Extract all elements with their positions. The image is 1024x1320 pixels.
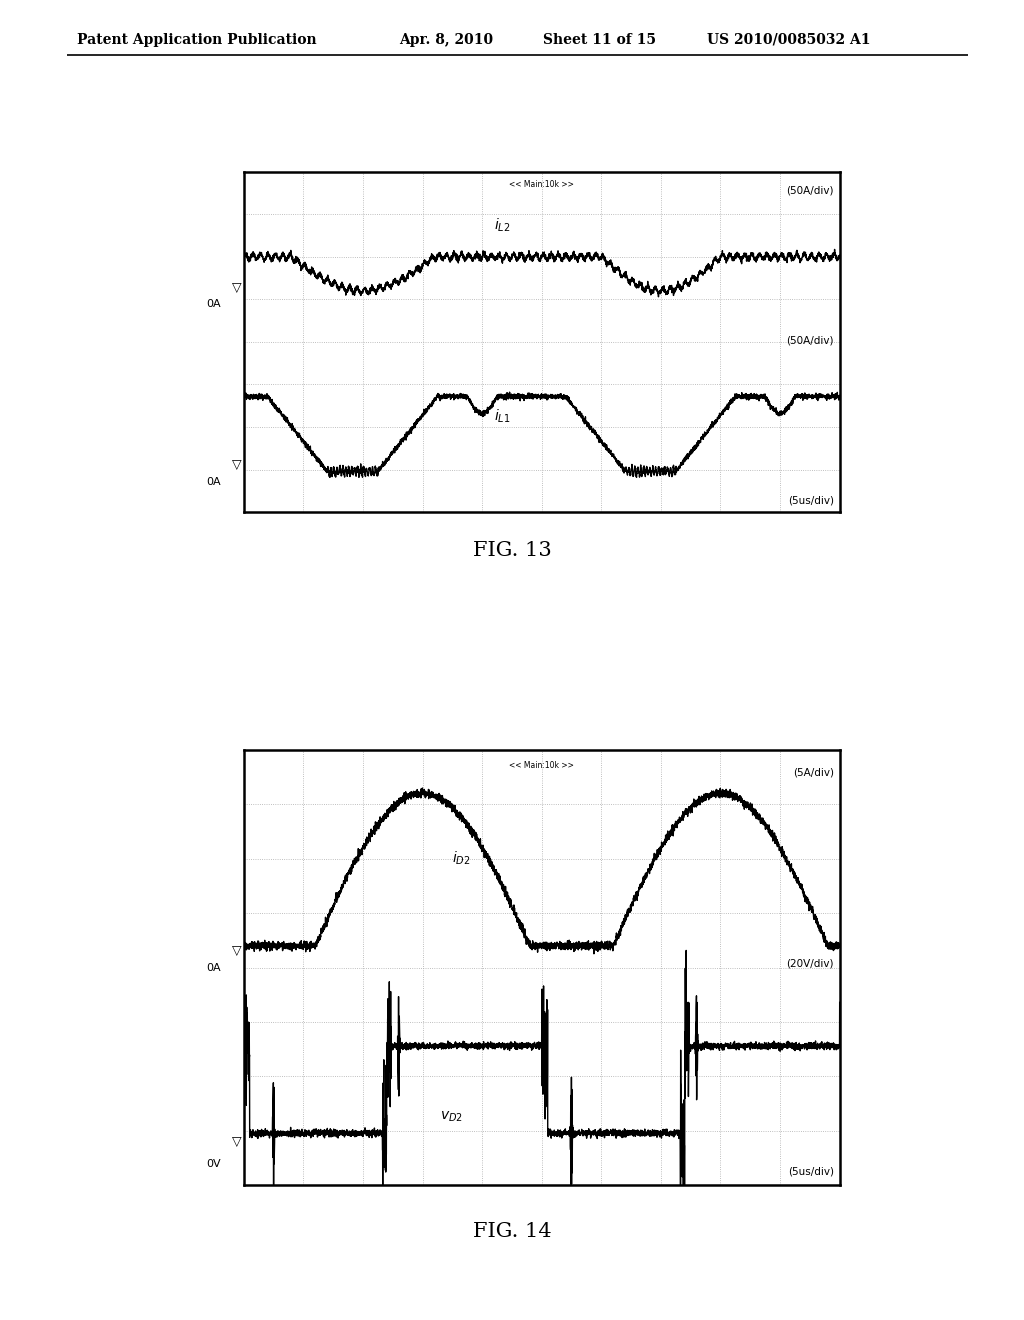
Text: << Main:10k >>: << Main:10k >> (509, 180, 574, 189)
Text: (5us/div): (5us/div) (787, 1167, 834, 1176)
Text: 0A: 0A (207, 477, 221, 487)
Text: (50A/div): (50A/div) (786, 335, 834, 345)
Text: ▽: ▽ (231, 1135, 242, 1148)
Text: US 2010/0085032 A1: US 2010/0085032 A1 (707, 33, 870, 46)
Text: ▽: ▽ (231, 458, 242, 471)
Text: Apr. 8, 2010: Apr. 8, 2010 (399, 33, 494, 46)
Text: 0A: 0A (207, 962, 221, 973)
Text: (5us/div): (5us/div) (787, 495, 834, 506)
Text: 0V: 0V (207, 1159, 221, 1168)
Text: FIG. 13: FIG. 13 (473, 541, 551, 560)
Text: Sheet 11 of 15: Sheet 11 of 15 (543, 33, 655, 46)
Text: ▽: ▽ (231, 281, 242, 294)
Text: FIG. 14: FIG. 14 (473, 1222, 551, 1241)
Text: $i_{D2}$: $i_{D2}$ (453, 850, 471, 867)
Text: $i_{L1}$: $i_{L1}$ (494, 407, 511, 425)
Text: 0A: 0A (207, 300, 221, 309)
Text: << Main:10k >>: << Main:10k >> (509, 760, 574, 770)
Text: (50A/div): (50A/div) (786, 185, 834, 195)
Text: ▽: ▽ (231, 944, 242, 957)
Text: Patent Application Publication: Patent Application Publication (77, 33, 316, 46)
Text: (20V/div): (20V/div) (786, 958, 834, 969)
Text: $i_{L2}$: $i_{L2}$ (494, 216, 511, 234)
Text: (5A/div): (5A/div) (793, 767, 834, 777)
Text: $v_{D2}$: $v_{D2}$ (440, 1110, 463, 1125)
